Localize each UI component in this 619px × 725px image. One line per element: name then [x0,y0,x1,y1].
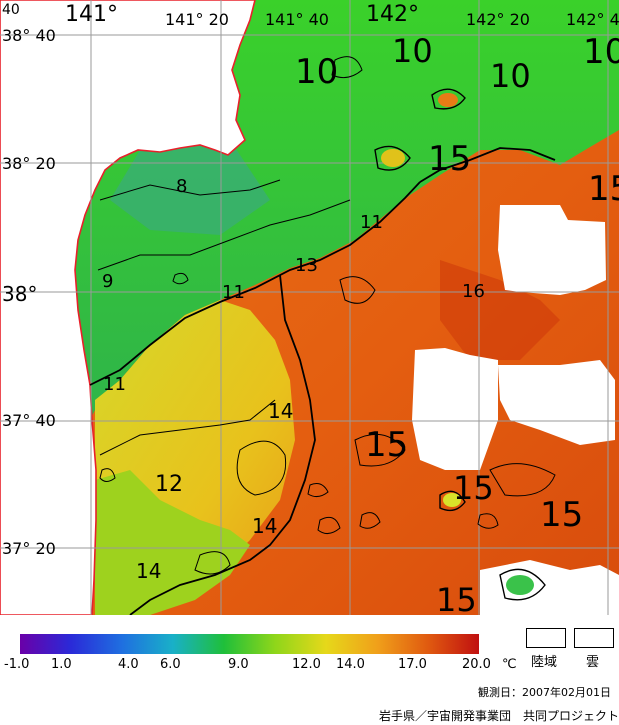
isotherm-label: 15 [365,425,409,465]
cloud-patch [498,205,606,295]
warm-eddies [381,93,534,595]
isotherm-label: 15 [453,469,494,507]
temperature-color-bar [20,634,479,654]
lat-label-37-40: 37° 40 [2,411,56,430]
isotherm-label: 16 [462,281,485,302]
isotherm-label: 13 [295,255,318,276]
lat-label-38: 38° [2,282,38,306]
legend-tick: 20.0 [462,657,491,672]
coordinate-grid [0,0,619,615]
sea-surface-temperature-map [0,0,619,615]
lat-label-38-20: 38° 20 [2,154,56,173]
isotherm-label: 15 [588,169,619,209]
legend-tick: 14.0 [336,657,365,672]
lon-label-142: 142° [366,2,419,27]
cloud-patch [498,360,615,445]
isotherm-label: 15 [436,581,477,619]
credit-line: 岩手県／宇宙開発事業団 共同プロジェクト [379,709,619,723]
land-legend-swatch [526,628,566,648]
lat-label-38-40: 38° 40 [2,26,56,45]
isotherm-lines [89,56,556,615]
isotherm-label: 10 [490,57,531,95]
isotherm-label: 11 [103,374,126,395]
observation-date: 観測日：2007年02月01日 [478,686,611,699]
cloud-patch [480,560,619,615]
corner-label: 40 [2,2,20,18]
lon-label-142-40: 142° 4 [566,10,619,29]
cloud-legend-label: 雲 [586,655,600,670]
isotherm-label: 10 [295,52,339,92]
isotherm-label: 11 [222,282,245,303]
cloud-patch [412,348,498,470]
isotherm-label: 12 [155,472,183,497]
legend-tick: 9.0 [228,657,249,672]
legend-tick: 4.0 [118,657,139,672]
lon-label-141: 141° [65,2,118,27]
legend-tick: 12.0 [292,657,321,672]
legend-tick: 6.0 [160,657,181,672]
warm-core [440,260,560,360]
green-yellow-band [95,470,250,615]
isotherm-label: 10 [583,32,619,72]
legend-unit: ℃ [502,657,517,672]
isotherm-label: 14 [268,399,294,423]
land-legend-label: 陸域 [531,655,558,670]
legend-tick: 17.0 [398,657,427,672]
isotherm-label: 14 [252,514,278,538]
isotherm-label: 14 [136,559,162,583]
legend-tick: 1.0 [51,657,72,672]
lon-label-141-20: 141° 20 [165,10,229,29]
lon-label-142-20: 142° 20 [466,10,530,29]
lat-label-37-20: 37° 20 [2,539,56,558]
teal-coastal-patch [110,140,270,235]
isotherm-label: 15 [428,139,472,179]
legend-tick: -1.0 [4,657,30,672]
isotherm-label: 8 [176,176,188,197]
isotherm-label: 11 [360,212,383,233]
isotherm-label: 9 [102,271,114,292]
isotherm-label: 10 [392,32,433,70]
land-area [0,0,256,615]
isotherm-label: 15 [540,495,584,535]
cloud-legend-swatch [574,628,614,648]
lon-label-141-40: 141° 40 [265,10,329,29]
